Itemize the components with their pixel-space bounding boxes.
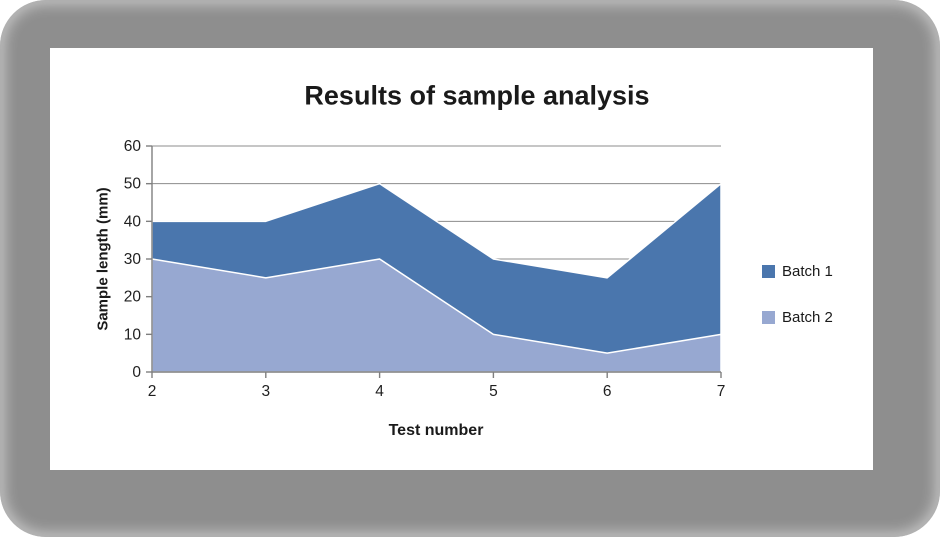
x-tick-label-6: 6: [603, 383, 612, 400]
x-tick-label-5: 5: [489, 383, 498, 400]
x-tick-label-4: 4: [375, 383, 384, 400]
y-tick-label-60: 60: [124, 138, 142, 155]
y-tick-label-0: 0: [132, 364, 141, 381]
y-axis-title: Sample length (mm): [94, 187, 112, 331]
plot-area: 0 10 20 30 40 50 60 2 3 4 5 6 7: [124, 138, 726, 400]
x-tick-label-2: 2: [148, 383, 157, 400]
x-tick-label-3: 3: [261, 383, 270, 400]
legend-label: Batch 2: [782, 308, 833, 326]
batch-2-swatch-icon: [762, 310, 775, 324]
y-tick-label-50: 50: [124, 176, 142, 193]
y-tick-label-20: 20: [124, 289, 142, 306]
legend-label: Batch 1: [782, 262, 833, 280]
chart-title: Results of sample analysis: [304, 80, 650, 111]
legend-item-batch-2: Batch 2: [762, 308, 833, 326]
legend-item-batch-1: Batch 1: [762, 262, 833, 280]
x-axis-title: Test number: [388, 422, 484, 439]
y-tick-label-10: 10: [124, 326, 142, 343]
chart-legend: Batch 1 Batch 2: [762, 262, 833, 326]
x-tick-label-7: 7: [717, 383, 726, 400]
batch-1-swatch-icon: [762, 264, 775, 278]
chart-object[interactable]: Results of sample analysis 0 10 20 30 40 50 60…: [50, 48, 873, 470]
y-tick-label-30: 30: [124, 251, 142, 268]
y-tick-label-40: 40: [124, 213, 142, 230]
